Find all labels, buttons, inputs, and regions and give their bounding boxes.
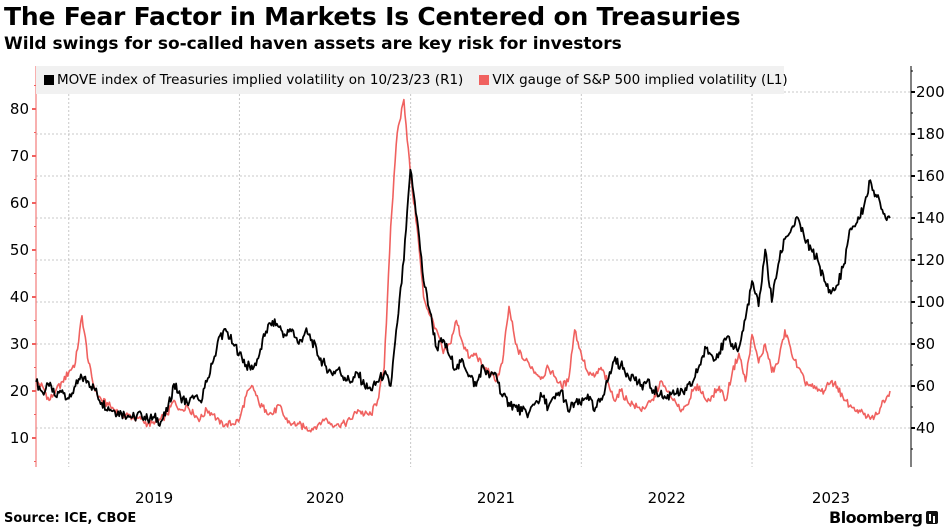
left-axis-tick-label: 80 — [10, 100, 29, 118]
left-axis-tick-label: 60 — [10, 194, 29, 212]
source-note: Source: ICE, CBOE — [4, 511, 137, 526]
right-axis-tick-label: 180 — [916, 125, 945, 143]
brand-name: Bloomberg — [829, 508, 923, 527]
chart-title: The Fear Factor in Markets Is Centered o… — [4, 2, 741, 31]
legend-item-vix: VIX gauge of S&P 500 implied volatility … — [479, 72, 788, 88]
x-axis-tick-label: 2022 — [648, 489, 686, 507]
bloomberg-logo: Bloomberg — [829, 508, 939, 527]
x-axis-tick-label: 2019 — [135, 489, 173, 507]
x-axis-tick-label: 2021 — [477, 489, 515, 507]
legend-label-vix: VIX gauge of S&P 500 implied volatility … — [492, 72, 788, 88]
left-axis-tick-label: 30 — [10, 335, 29, 353]
right-axis: 40 60 80 100 120 140 160 180 200 — [910, 66, 945, 467]
legend-swatch-vix — [479, 75, 490, 85]
left-axis: 10 20 30 40 50 60 70 80 — [10, 66, 37, 467]
right-axis-tick-label: 40 — [916, 419, 935, 437]
left-axis-tick-label: 70 — [10, 147, 29, 165]
right-axis-tick-label: 160 — [916, 167, 945, 185]
legend-label-move: MOVE index of Treasuries implied volatil… — [57, 72, 464, 88]
x-axis: 2019 2020 2021 2022 2023 — [135, 489, 850, 507]
right-axis-tick-label: 100 — [916, 293, 945, 311]
left-axis-tick-label: 20 — [10, 382, 29, 400]
legend-item-move: MOVE index of Treasuries implied volatil… — [44, 72, 463, 88]
legend-swatch-move — [44, 75, 54, 85]
right-axis-tick-label: 60 — [916, 377, 935, 395]
left-axis-tick-label: 10 — [10, 429, 29, 447]
x-axis-tick-label: 2020 — [306, 489, 344, 507]
series-line-move — [35, 168, 891, 427]
right-axis-tick-label: 200 — [916, 83, 945, 101]
right-axis-tick-label: 120 — [916, 251, 945, 269]
chart-subtitle: Wild swings for so-called haven assets a… — [4, 34, 622, 54]
legend: MOVE index of Treasuries implied volatil… — [36, 66, 788, 94]
bloomberg-chart-icon — [926, 511, 939, 524]
series-line-vix — [35, 98, 891, 433]
series-layer — [35, 98, 891, 433]
x-axis-tick-label: 2023 — [812, 489, 850, 507]
right-axis-tick-label: 140 — [916, 209, 945, 227]
right-axis-tick-label: 80 — [916, 335, 935, 353]
left-axis-tick-label: 40 — [10, 288, 29, 306]
left-axis-tick-label: 50 — [10, 241, 29, 259]
